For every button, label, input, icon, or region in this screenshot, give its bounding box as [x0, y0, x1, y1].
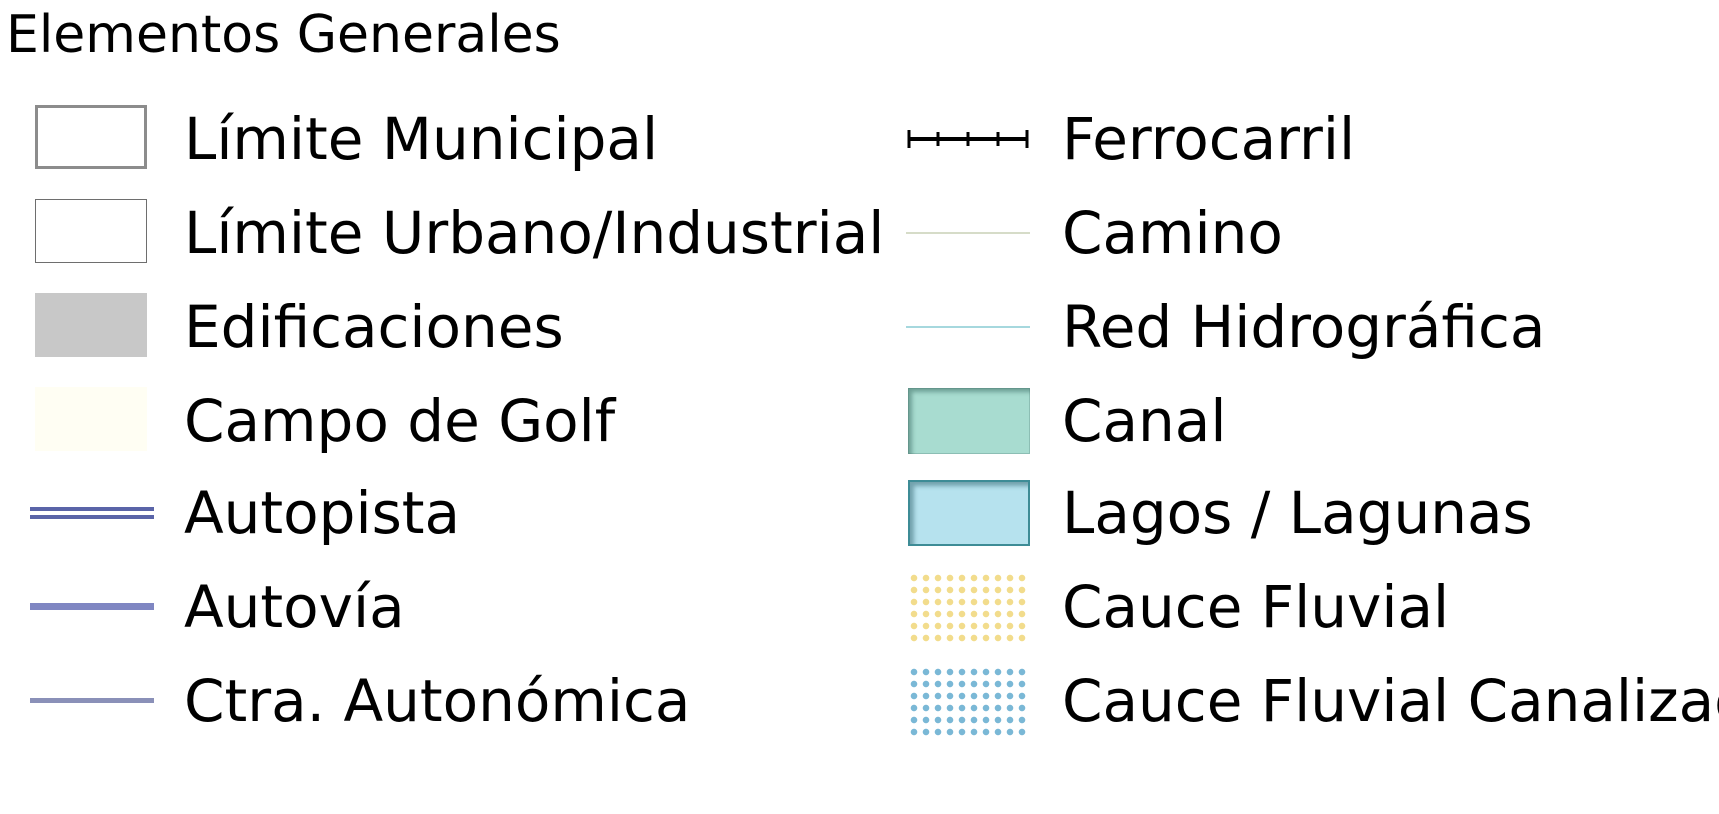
path-symbol: [906, 198, 1030, 268]
legend-label: Campo de Golf: [184, 387, 616, 455]
hydro-network-symbol: [906, 292, 1030, 362]
railway-symbol: [906, 104, 1030, 174]
legend-label: Lagos / Lagunas: [1062, 479, 1533, 547]
river-channel-symbol: [906, 572, 1030, 642]
legend-item-hydro-network: Red Hidrográfica: [906, 292, 1545, 362]
buildings-symbol: [30, 292, 154, 362]
legend-item-urban-boundary: Límite Urbano/Industrial: [30, 198, 884, 268]
legend-label: Camino: [1062, 199, 1283, 267]
golf-course-symbol: [30, 386, 154, 456]
dual-carriageway-symbol: [30, 572, 154, 642]
legend-label: Cauce Fluvial Canalizado: [1062, 667, 1719, 735]
legend-label: Canal: [1062, 387, 1227, 455]
legend-label: Autovía: [184, 573, 405, 641]
legend-label: Autopista: [184, 479, 461, 547]
legend-item-buildings: Edificaciones: [30, 292, 564, 362]
legend-item-path: Camino: [906, 198, 1283, 268]
legend-label: Límite Municipal: [184, 105, 659, 173]
legend-label: Cauce Fluvial: [1062, 573, 1450, 641]
legend-item-railway: Ferrocarril: [906, 104, 1355, 174]
legend-label: Ferrocarril: [1062, 105, 1356, 173]
legend-title: Elementos Generales: [6, 5, 561, 65]
legend-item-municipal-boundary: Límite Municipal: [30, 104, 658, 174]
regional-road-symbol: [30, 666, 154, 736]
legend-item-canal: Canal: [906, 386, 1226, 456]
lakes-symbol: [906, 478, 1030, 548]
legend-item-regional-road: Ctra. Autonómica: [30, 666, 690, 736]
legend-item-channelized-river: Cauce Fluvial Canalizado: [906, 666, 1719, 736]
legend-item-golf-course: Campo de Golf: [30, 386, 615, 456]
legend-item-motorway: Autopista: [30, 478, 460, 548]
urban-boundary-symbol: [30, 198, 154, 268]
legend-label: Edificaciones: [184, 293, 564, 361]
legend-label: Límite Urbano/Industrial: [184, 199, 885, 267]
municipal-boundary-symbol: [30, 104, 154, 174]
legend-item-lakes: Lagos / Lagunas: [906, 478, 1533, 548]
motorway-symbol: [30, 478, 154, 548]
canal-symbol: [906, 386, 1030, 456]
legend-label: Ctra. Autonómica: [184, 667, 691, 735]
legend-label: Red Hidrográfica: [1062, 293, 1546, 361]
legend-item-dual-carriageway: Autovía: [30, 572, 405, 642]
channelized-river-symbol: [906, 666, 1030, 736]
legend-item-river-channel: Cauce Fluvial: [906, 572, 1449, 642]
